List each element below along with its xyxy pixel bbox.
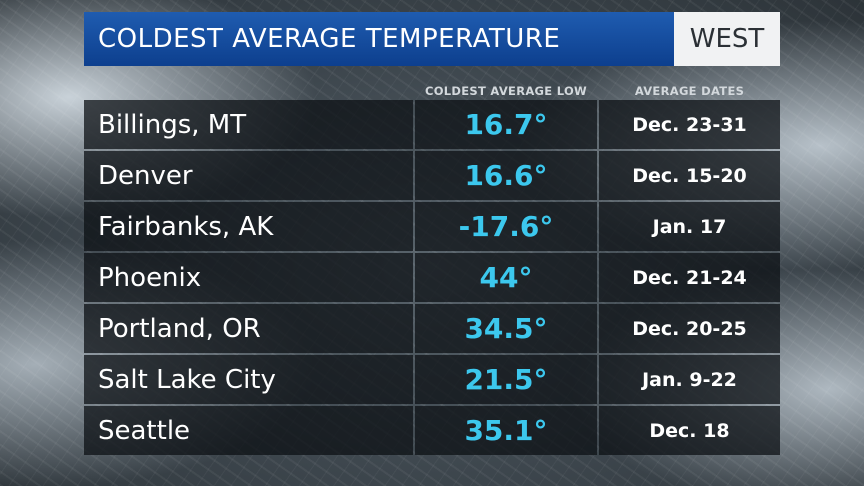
average-dates-value: Dec. 18 <box>649 419 730 442</box>
table-row: Fairbanks, AK -17.6° Jan. 17 <box>84 202 780 251</box>
dates-cell: Dec. 23-31 <box>599 100 780 149</box>
dates-cell: Jan. 9-22 <box>599 355 780 404</box>
city-cell: Portland, OR <box>84 304 413 353</box>
table-row: Salt Lake City 21.5° Jan. 9-22 <box>84 355 780 404</box>
coldest-low-value: 35.1° <box>464 414 548 447</box>
coldest-low-value: 16.6° <box>464 159 548 192</box>
city-cell: Fairbanks, AK <box>84 202 413 251</box>
table-row: Seattle 35.1° Dec. 18 <box>84 406 780 455</box>
dates-cell: Dec. 20-25 <box>599 304 780 353</box>
region-badge: WEST <box>674 12 780 66</box>
table-row: Billings, MT 16.7° Dec. 23-31 <box>84 100 780 149</box>
column-headers: COLDEST AVERAGE LOW AVERAGE DATES <box>84 80 780 98</box>
table-row: Denver 16.6° Dec. 15-20 <box>84 151 780 200</box>
average-dates-value: Dec. 23-31 <box>632 113 747 136</box>
city-name: Denver <box>98 160 193 191</box>
city-cell: Salt Lake City <box>84 355 413 404</box>
coldest-low-value: 21.5° <box>464 363 548 396</box>
coldest-low-header: COLDEST AVERAGE LOW <box>424 84 588 98</box>
city-name: Salt Lake City <box>98 364 276 395</box>
low-cell: 44° <box>415 253 597 302</box>
average-dates-value: Jan. 9-22 <box>642 368 737 391</box>
city-cell: Billings, MT <box>84 100 413 149</box>
city-name: Fairbanks, AK <box>98 211 274 242</box>
coldest-low-value: 34.5° <box>464 312 548 345</box>
low-cell: 35.1° <box>415 406 597 455</box>
table-row: Phoenix 44° Dec. 21-24 <box>84 253 780 302</box>
coldest-low-value: -17.6° <box>458 210 554 243</box>
low-cell: 16.7° <box>415 100 597 149</box>
city-cell: Seattle <box>84 406 413 455</box>
page-title: COLDEST AVERAGE TEMPERATURE <box>98 24 561 54</box>
coldest-low-value: 16.7° <box>464 108 548 141</box>
dates-cell: Dec. 15-20 <box>599 151 780 200</box>
dates-cell: Jan. 17 <box>599 202 780 251</box>
average-dates-value: Dec. 21-24 <box>632 266 747 289</box>
low-cell: -17.6° <box>415 202 597 251</box>
city-name: Seattle <box>98 415 191 446</box>
dates-cell: Dec. 18 <box>599 406 780 455</box>
city-name: Phoenix <box>98 262 202 293</box>
low-cell: 16.6° <box>415 151 597 200</box>
average-dates-value: Dec. 20-25 <box>632 317 747 340</box>
region-label: WEST <box>689 24 765 54</box>
city-cell: Phoenix <box>84 253 413 302</box>
city-name: Portland, OR <box>98 313 261 344</box>
low-cell: 34.5° <box>415 304 597 353</box>
city-cell: Denver <box>84 151 413 200</box>
temperature-table: Billings, MT 16.7° Dec. 23-31 Denver 16.… <box>84 100 780 457</box>
average-dates-header: AVERAGE DATES <box>634 84 745 98</box>
average-dates-value: Dec. 15-20 <box>632 164 747 187</box>
table-row: Portland, OR 34.5° Dec. 20-25 <box>84 304 780 353</box>
city-name: Billings, MT <box>98 109 247 140</box>
low-cell: 21.5° <box>415 355 597 404</box>
average-dates-value: Jan. 17 <box>652 215 727 238</box>
coldest-low-value: 44° <box>479 261 533 294</box>
dates-cell: Dec. 21-24 <box>599 253 780 302</box>
title-bar: COLDEST AVERAGE TEMPERATURE <box>84 12 674 66</box>
